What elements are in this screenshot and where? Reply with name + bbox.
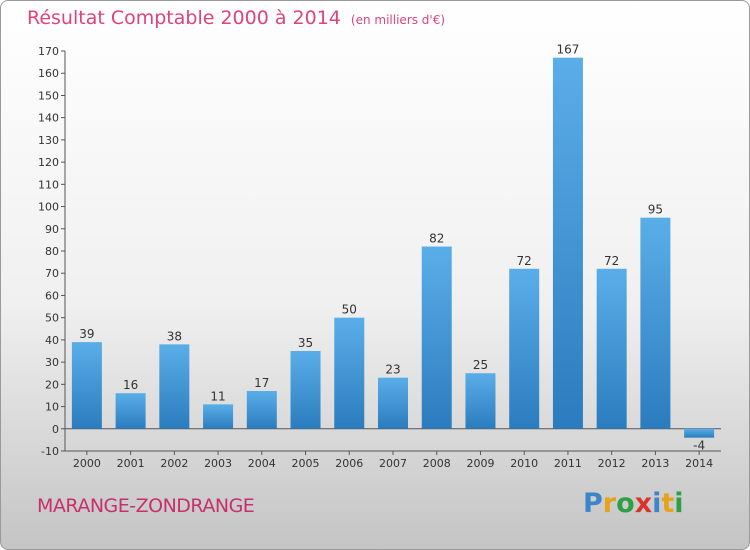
bar [71, 342, 102, 429]
bar [378, 377, 408, 429]
x-tick-label: 2005 [292, 457, 320, 470]
x-tick-label: 2008 [423, 457, 451, 470]
y-tick-label: 60 [45, 289, 59, 302]
bar-value-label: 82 [429, 232, 444, 246]
x-tick-label: 2012 [598, 457, 626, 470]
x-tick-label: 2009 [466, 457, 494, 470]
y-tick-label: 160 [38, 67, 59, 80]
x-tick-label: 2014 [685, 457, 713, 470]
x-tick-label: 2000 [73, 457, 101, 470]
y-tick-label: 80 [45, 245, 59, 258]
proxiti-logo: Proxiti [583, 488, 684, 519]
bar-value-label: 95 [648, 203, 663, 217]
x-tick-label: 2001 [117, 457, 145, 470]
y-tick-label: 120 [38, 156, 59, 169]
bar-value-label: 167 [556, 43, 579, 57]
bar-value-label: -4 [693, 439, 705, 453]
bar [509, 268, 540, 429]
bar-value-label: 72 [604, 254, 619, 268]
x-tick-label: 2010 [510, 457, 538, 470]
x-tick-label: 2006 [335, 457, 363, 470]
bar [640, 217, 671, 429]
x-tick-label: 2007 [379, 457, 407, 470]
y-tick-label: 30 [45, 356, 59, 369]
bar [159, 344, 190, 429]
chart-title-text: Résultat Comptable 2000 à 2014 [27, 7, 341, 29]
bar [465, 373, 496, 429]
bar [334, 317, 365, 429]
y-tick-label: 100 [38, 201, 59, 214]
bar-value-label: 35 [298, 336, 313, 350]
chart-bars [71, 57, 715, 438]
bar [552, 57, 583, 429]
bar-value-label: 50 [342, 303, 357, 317]
chart-value-labels: 39 16 38 11 17 35 50 23 82 25 72 167 72 95 -4 [79, 43, 705, 453]
y-tick-label: 0 [52, 423, 59, 436]
bar [246, 391, 277, 429]
logo-letter: r [602, 488, 617, 519]
y-tick-label: 20 [45, 378, 59, 391]
logo-letter: P [583, 488, 603, 519]
logo-letter: x [634, 488, 653, 519]
chart-title: Résultat Comptable 2000 à 2014 (en millie… [27, 7, 445, 29]
y-tick-label: 130 [38, 134, 59, 147]
bar-value-label: 72 [517, 254, 532, 268]
chart-axes: -10 0 10 20 30 40 50 60 70 80 90 100 110 120 130 140 150… [38, 45, 721, 470]
x-tick-label: 2011 [554, 457, 582, 470]
bar-value-label: 25 [473, 358, 488, 372]
bar [203, 404, 234, 429]
y-tick-label: 90 [45, 223, 59, 236]
y-tick-label: 10 [45, 401, 59, 414]
bar-value-label: 16 [123, 378, 138, 392]
bar-value-label: 17 [254, 376, 269, 390]
bar [421, 246, 452, 429]
x-tick-label: 2013 [641, 457, 669, 470]
x-tick-label: 2004 [248, 457, 276, 470]
bar-value-label: 23 [385, 363, 400, 377]
y-tick-label: 70 [45, 267, 59, 280]
chart-subtitle: (en milliers d'€) [350, 13, 446, 27]
bar-value-label: 38 [167, 329, 182, 343]
bar [684, 428, 715, 438]
logo-letter: o [616, 488, 635, 519]
y-tick-label: 140 [38, 112, 59, 125]
bar [115, 393, 146, 429]
bar-value-label: 11 [210, 389, 225, 403]
x-tick-label: 2003 [204, 457, 232, 470]
logo-letter: i [674, 488, 684, 519]
bar-value-label: 39 [79, 327, 94, 341]
y-tick-label: 40 [45, 334, 59, 347]
y-tick-label: 170 [38, 45, 59, 58]
y-tick-label: 150 [38, 89, 59, 102]
x-tick-label: 2002 [160, 457, 188, 470]
y-tick-label: -10 [41, 445, 59, 458]
commune-name: MARANGE-ZONDRANGE [37, 495, 255, 517]
bar [596, 268, 627, 429]
logo-letter: i [652, 488, 662, 519]
bar [290, 351, 321, 429]
logo-letter: t [661, 488, 675, 519]
y-tick-label: 110 [38, 178, 59, 191]
y-tick-label: 50 [45, 312, 59, 325]
